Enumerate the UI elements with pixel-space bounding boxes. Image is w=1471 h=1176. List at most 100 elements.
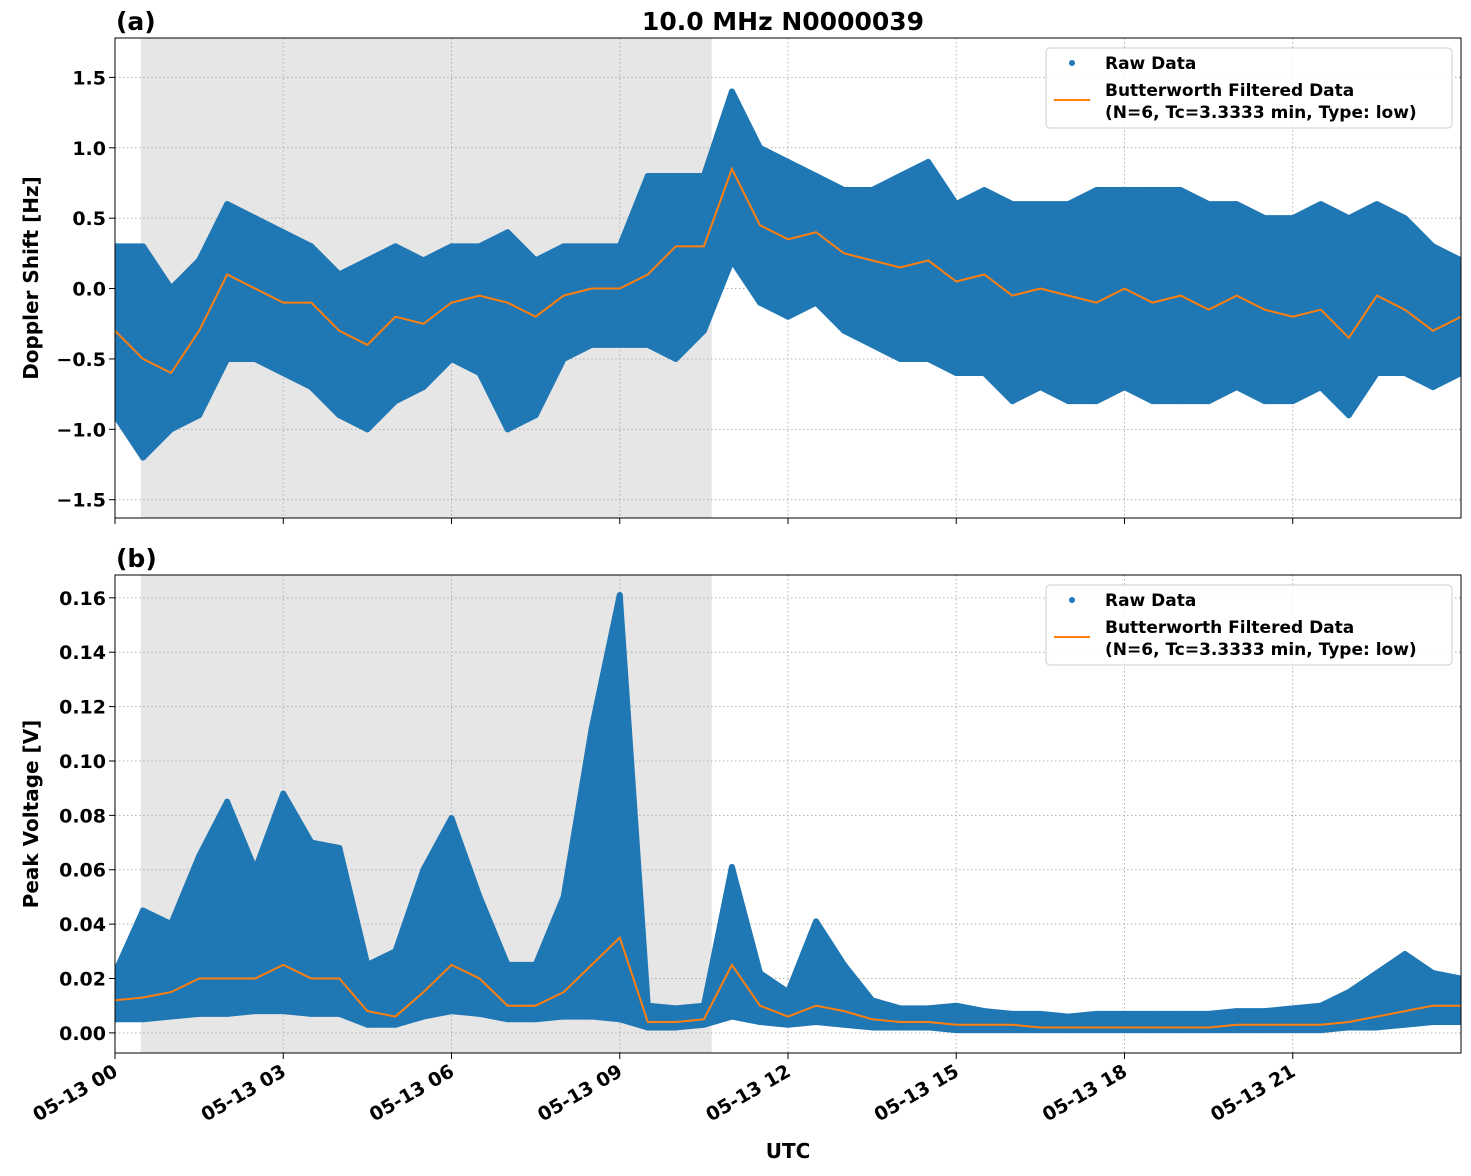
raw-data-point bbox=[1373, 970, 1380, 977]
raw-data-point bbox=[672, 172, 679, 179]
raw-data-point bbox=[336, 1010, 343, 1017]
raw-data-point bbox=[448, 815, 455, 822]
raw-data-point bbox=[756, 299, 763, 306]
raw-data-point bbox=[728, 88, 735, 95]
raw-data-point bbox=[1205, 201, 1212, 208]
raw-data-point bbox=[1401, 951, 1408, 958]
raw-data-point bbox=[196, 412, 203, 419]
raw-data-point bbox=[981, 370, 988, 377]
raw-data-point bbox=[1458, 257, 1461, 264]
x-tick-label: 05-13 00 bbox=[29, 1060, 121, 1126]
raw-data-point bbox=[560, 1013, 567, 1020]
x-tick-label: 05-13 18 bbox=[1039, 1060, 1131, 1126]
raw-data-point bbox=[700, 1002, 707, 1009]
raw-data-point bbox=[420, 257, 427, 264]
raw-data-point bbox=[1373, 201, 1380, 208]
raw-data-point bbox=[953, 370, 960, 377]
raw-data-point bbox=[168, 426, 175, 433]
raw-data-point bbox=[953, 201, 960, 208]
raw-data-point bbox=[841, 187, 848, 194]
y-tick-label: 0.00 bbox=[59, 1023, 106, 1045]
raw-data-point bbox=[1205, 1027, 1212, 1034]
raw-data-point bbox=[140, 1016, 147, 1023]
raw-data-point bbox=[841, 1021, 848, 1028]
raw-data-point bbox=[280, 229, 287, 236]
raw-data-point bbox=[1065, 398, 1072, 405]
raw-data-point bbox=[588, 341, 595, 348]
raw-data-point bbox=[140, 907, 147, 914]
raw-data-point bbox=[700, 327, 707, 334]
raw-data-point bbox=[897, 1005, 904, 1012]
raw-data-point bbox=[1037, 1010, 1044, 1017]
raw-data-point bbox=[1205, 1010, 1212, 1017]
raw-data-point bbox=[1037, 384, 1044, 391]
raw-data-point bbox=[532, 412, 539, 419]
raw-data-point bbox=[1065, 1027, 1072, 1034]
raw-data-point bbox=[476, 243, 483, 250]
raw-data-point bbox=[1065, 201, 1072, 208]
y-tick-label: 0.16 bbox=[59, 588, 106, 610]
raw-data-point bbox=[700, 1021, 707, 1028]
raw-data-point bbox=[504, 961, 511, 968]
raw-data-point bbox=[1458, 1019, 1461, 1026]
raw-data-point bbox=[196, 257, 203, 264]
raw-data-point bbox=[897, 1024, 904, 1031]
raw-data-point bbox=[756, 144, 763, 151]
raw-data-point bbox=[1065, 1013, 1072, 1020]
raw-data-point bbox=[1317, 384, 1324, 391]
raw-data-point bbox=[588, 243, 595, 250]
raw-data-point bbox=[813, 299, 820, 306]
y-tick-label: 0.06 bbox=[59, 860, 106, 882]
raw-data-point bbox=[560, 893, 567, 900]
raw-data-point bbox=[1317, 201, 1324, 208]
raw-data-band bbox=[115, 592, 1461, 1034]
raw-data-point bbox=[588, 725, 595, 732]
raw-data-point bbox=[1093, 1027, 1100, 1034]
raw-data-point bbox=[672, 1005, 679, 1012]
raw-data-point bbox=[1289, 1005, 1296, 1012]
raw-data-point bbox=[925, 1024, 932, 1031]
y-axis-label-b: Peak Voltage [V] bbox=[19, 720, 43, 909]
raw-data-point bbox=[560, 243, 567, 250]
raw-data-point bbox=[392, 398, 399, 405]
raw-data-point bbox=[1401, 215, 1408, 222]
legend-box bbox=[1045, 584, 1453, 666]
raw-data-point bbox=[981, 187, 988, 194]
raw-data-point bbox=[1233, 1027, 1240, 1034]
raw-data-point bbox=[785, 313, 791, 320]
raw-data-point bbox=[925, 355, 932, 362]
panel-b-voltage: 0.00 0.02 0.04 0.06 0.08 0.10 0.12 0.14 0.16 05-1… bbox=[29, 574, 1462, 1126]
raw-data-point bbox=[813, 1019, 820, 1026]
raw-data-point bbox=[364, 426, 371, 433]
raw-data-point bbox=[140, 243, 147, 250]
raw-data-point bbox=[1429, 1019, 1436, 1026]
raw-data-point bbox=[1149, 187, 1156, 194]
raw-data-point bbox=[1121, 187, 1128, 194]
raw-data-point bbox=[953, 1002, 960, 1009]
raw-data-point bbox=[1289, 215, 1296, 222]
raw-data-point bbox=[252, 866, 259, 873]
y-tick-label: 0.14 bbox=[59, 642, 106, 664]
raw-data-point bbox=[560, 355, 567, 362]
raw-data-point bbox=[115, 243, 118, 250]
raw-data-point bbox=[644, 1002, 651, 1009]
raw-data-band bbox=[115, 88, 1461, 461]
x-tick-label: 05-13 09 bbox=[534, 1060, 626, 1126]
raw-data-point bbox=[1345, 989, 1352, 996]
raw-data-point bbox=[476, 370, 483, 377]
figure-title: 10.0 MHz N0000039 bbox=[642, 7, 924, 36]
y-tick-label: 0.12 bbox=[59, 697, 106, 719]
raw-data-point bbox=[1177, 398, 1184, 405]
raw-data-point bbox=[1345, 1024, 1352, 1031]
raw-data-point bbox=[224, 355, 231, 362]
y-tick-label: 0.5 bbox=[72, 208, 106, 230]
y-tick-label: 1.0 bbox=[72, 138, 106, 160]
panel-label-a: (a) bbox=[116, 7, 156, 36]
raw-data-point bbox=[308, 243, 315, 250]
raw-data-point bbox=[897, 355, 904, 362]
raw-data-point bbox=[1121, 1027, 1128, 1034]
legend-label-raw: Raw Data bbox=[1105, 54, 1196, 74]
raw-data-point bbox=[1093, 187, 1100, 194]
raw-data-point bbox=[1205, 398, 1212, 405]
